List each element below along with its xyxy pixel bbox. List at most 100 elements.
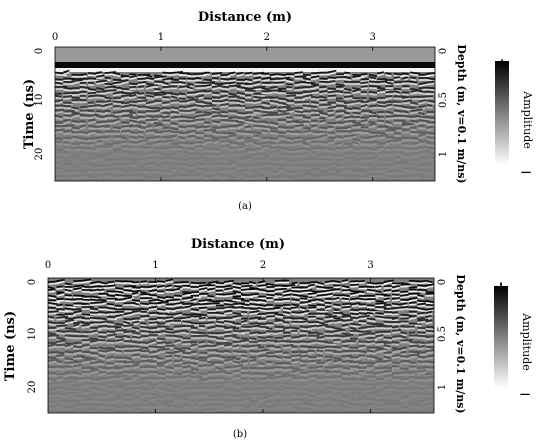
- reflection-stripe: [240, 288, 252, 291]
- panel-caption: (a): [238, 201, 252, 212]
- reflection-stripe: [341, 354, 353, 358]
- reflection-stripe: [186, 154, 194, 159]
- reflection-stripe: [106, 351, 116, 354]
- reflection-stripe: [352, 87, 360, 90]
- reflection-stripe: [220, 90, 229, 93]
- reflection-stripe: [48, 383, 57, 388]
- reflection-stripe: [207, 340, 214, 344]
- reflection-stripe: [291, 356, 302, 360]
- reflection-stripe: [187, 141, 197, 145]
- reflection-stripe: [129, 106, 138, 109]
- reflection-stripe: [344, 119, 356, 123]
- reflection-stripe: [89, 341, 99, 346]
- reflection-stripe: [244, 153, 254, 158]
- reflection-stripe: [327, 109, 334, 112]
- reflection-stripe: [393, 80, 404, 84]
- reflection-stripe: [311, 91, 319, 95]
- reflection-stripe: [207, 325, 216, 330]
- reflection-stripe: [55, 114, 63, 119]
- reflection-stripe: [129, 175, 137, 179]
- reflection-stripe: [63, 165, 72, 169]
- reflection-stripe: [220, 92, 229, 95]
- reflection-stripe: [131, 333, 142, 337]
- reflection-stripe: [400, 293, 410, 297]
- reflection-stripe: [426, 104, 433, 107]
- reflection-stripe: [220, 101, 229, 105]
- reflection-stripe: [81, 302, 89, 306]
- reflection-stripe: [408, 405, 421, 409]
- reflection-stripe: [358, 292, 365, 295]
- reflection-stripe: [410, 106, 417, 109]
- reflection-stripe: [349, 374, 362, 378]
- reflection-stripe: [393, 92, 401, 96]
- reflection-stripe: [195, 94, 205, 98]
- reflection-stripe: [228, 84, 241, 88]
- reflection-stripe: [417, 284, 427, 287]
- reflection-stripe: [236, 136, 244, 140]
- reflection-stripe: [282, 289, 292, 293]
- reflection-stripe: [178, 128, 187, 131]
- reflection-stripe: [408, 370, 416, 375]
- reflection-stripe: [249, 293, 259, 296]
- reflection-stripe: [87, 103, 95, 106]
- reflection-stripe: [228, 151, 238, 154]
- reflection-stripe: [165, 307, 176, 311]
- reflection-stripe: [299, 322, 309, 325]
- reflection-stripe: [190, 310, 201, 314]
- reflection-stripe: [56, 339, 67, 343]
- reflection-stripe: [377, 82, 388, 86]
- reflection-stripe: [120, 106, 131, 110]
- reflection-stripe: [96, 183, 104, 185]
- reflection-stripe: [129, 178, 141, 181]
- reflection-stripe: [253, 141, 263, 146]
- reflection-stripe: [261, 127, 271, 131]
- reflection-stripe: [261, 78, 272, 82]
- reflection-stripe: [283, 412, 285, 413]
- reflection-stripe: [112, 93, 124, 97]
- reflection-stripe: [294, 158, 302, 161]
- reflection-stripe: [417, 302, 427, 306]
- reflection-stripe: [410, 83, 418, 86]
- reflection-stripe: [377, 148, 384, 151]
- reflection-stripe: [236, 114, 249, 117]
- reflection-stripe: [360, 75, 368, 78]
- reflection-stripe: [317, 417, 324, 418]
- reflection-stripe: [368, 120, 375, 124]
- reflection-stripe: [294, 126, 305, 130]
- reflection-stripe: [198, 298, 212, 302]
- reflection-stripe: [56, 405, 64, 410]
- reflection-stripe: [220, 139, 231, 143]
- reflection-stripe: [148, 339, 156, 343]
- reflection-stripe: [408, 296, 418, 300]
- reflection-stripe: [131, 309, 142, 313]
- reflection-stripe: [319, 163, 332, 168]
- reflection-stripe: [207, 400, 214, 404]
- reflection-stripe: [129, 124, 142, 128]
- reflection-stripe: [368, 172, 375, 176]
- reflection-stripe: [87, 79, 100, 82]
- reflection-stripe: [302, 77, 311, 81]
- reflection-stripe: [165, 309, 176, 313]
- reflection-stripe: [366, 342, 375, 346]
- reflection-stripe: [335, 117, 343, 121]
- reflection-stripe: [63, 124, 75, 127]
- reflection-stripe: [417, 307, 427, 311]
- reflection-stripe: [123, 356, 133, 360]
- reflection-stripe: [368, 85, 381, 88]
- reflection-stripe: [140, 355, 148, 358]
- reflection-stripe: [48, 365, 57, 369]
- reflection-stripe: [220, 105, 230, 109]
- reflection-stripe: [327, 131, 336, 135]
- reflection-stripe: [358, 290, 365, 293]
- reflection-stripe: [391, 325, 399, 329]
- reflection-stripe: [131, 351, 143, 354]
- reflection-stripe: [81, 280, 92, 284]
- reflection-stripe: [401, 122, 415, 127]
- reflection-stripe: [377, 167, 390, 171]
- reflection-stripe: [319, 173, 330, 177]
- reflection-stripe: [182, 361, 190, 365]
- reflection-stripe: [48, 353, 58, 356]
- reflection-stripe: [165, 278, 174, 282]
- reflection-stripe: [416, 384, 424, 388]
- reflection-stripe: [368, 154, 376, 158]
